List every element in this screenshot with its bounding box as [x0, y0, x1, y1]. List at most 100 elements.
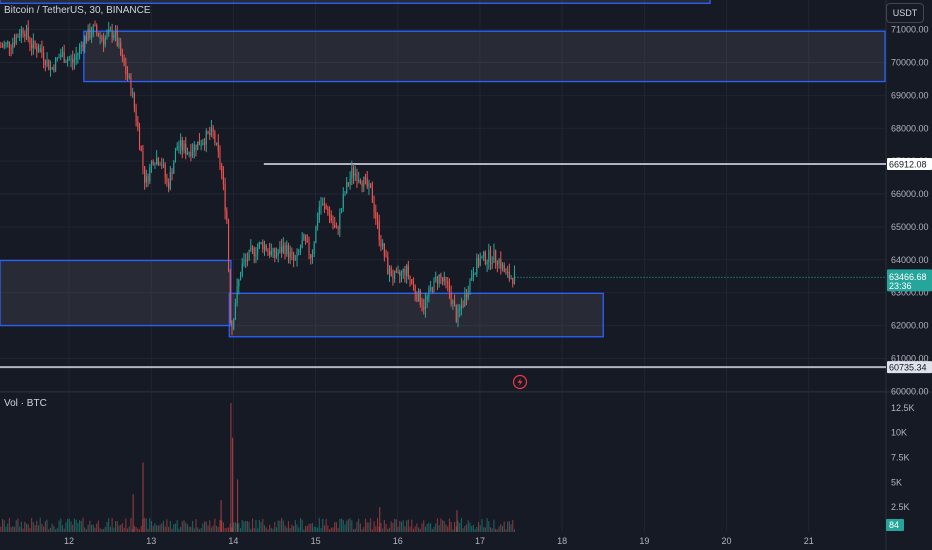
volume-bar [340, 518, 343, 532]
volume-bar [96, 523, 98, 532]
candle [450, 292, 452, 304]
candle [395, 271, 397, 273]
volume-bar [301, 519, 303, 532]
volume-bar [104, 526, 106, 532]
volume-bar [72, 524, 74, 532]
volume-bar [281, 517, 283, 532]
candle [366, 178, 368, 187]
candle [53, 67, 55, 71]
volume-bar [89, 520, 91, 532]
candle [145, 176, 147, 183]
volume-bar [48, 529, 50, 532]
price-tick-label: 60000.00 [891, 386, 929, 396]
symbol-title[interactable]: Bitcoin / TetherUS, 30, BINANCE [4, 5, 151, 16]
volume-bar [1, 519, 4, 532]
volume-bar [483, 527, 485, 532]
candle [445, 276, 447, 282]
candle [219, 151, 221, 166]
volume-bar [253, 527, 255, 532]
volume-tick-label: 7.5K [891, 453, 910, 463]
volume-bar [486, 518, 488, 532]
candle [489, 250, 492, 264]
volume-bar [352, 529, 355, 532]
volume-bar [116, 521, 118, 532]
candle [236, 286, 238, 304]
volume-bar [419, 528, 421, 532]
volume-bar [394, 518, 396, 532]
currency-button[interactable]: USDT [886, 3, 924, 23]
volume-bar [311, 523, 314, 532]
zone-rectangle[interactable] [0, 0, 711, 4]
candle [455, 306, 457, 322]
volume-bar [49, 527, 52, 532]
volume-bar [411, 519, 413, 532]
volume-bar [289, 527, 291, 532]
volume-bar [210, 527, 212, 532]
candle [325, 205, 327, 209]
candle [19, 36, 21, 38]
volume-bar [513, 529, 516, 532]
volume-bar [209, 520, 211, 532]
volume-bar [481, 519, 483, 532]
volume-bar [354, 528, 356, 532]
volume-bar [133, 525, 135, 532]
lightning-icon[interactable] [512, 374, 528, 390]
candle [488, 250, 490, 262]
volume-bar [284, 525, 286, 532]
volume-bar [387, 528, 389, 532]
candle [120, 42, 122, 55]
candle [390, 267, 392, 277]
candle [41, 48, 43, 53]
candle [49, 67, 52, 70]
candle [368, 183, 370, 187]
candle [217, 142, 219, 152]
candle [1, 46, 4, 48]
volume-bar [380, 522, 382, 532]
volume-bar [376, 518, 379, 532]
volume-bar [174, 523, 177, 532]
bar-countdown-label: 23:36 [889, 281, 912, 291]
candle [239, 275, 242, 280]
volume-bar [111, 518, 113, 532]
candle [29, 38, 31, 45]
volume-bar [392, 522, 394, 532]
zone-rectangle[interactable] [228, 292, 604, 338]
candle [243, 260, 245, 264]
candle [447, 281, 449, 284]
candle [58, 57, 60, 59]
candle [291, 251, 293, 254]
zone-rectangle[interactable] [83, 30, 886, 83]
price-tick-label: 64000.00 [891, 255, 929, 265]
candle [373, 202, 375, 213]
candle [407, 265, 409, 277]
volume-bar [364, 518, 367, 532]
time-tick-label: 15 [311, 536, 321, 546]
volume-bar [166, 519, 168, 532]
volume-bar [397, 526, 399, 532]
volume-bar [152, 525, 154, 532]
candle [263, 245, 266, 250]
candle [70, 58, 72, 60]
volume-bar [455, 526, 457, 532]
volume-bar [188, 526, 190, 532]
volume-bar [402, 520, 404, 532]
volume-bar [183, 520, 185, 532]
volume-bar [318, 517, 320, 532]
volume-bar [8, 517, 10, 532]
candle [31, 44, 33, 49]
candle [508, 271, 510, 279]
candle [106, 33, 108, 38]
candle [510, 277, 512, 279]
candle [479, 258, 481, 266]
volume-bar [24, 521, 26, 532]
candle [409, 276, 411, 280]
candle [387, 256, 389, 274]
volume-bar [227, 527, 230, 532]
volume-bar [159, 524, 161, 532]
volume-bar [474, 529, 476, 532]
zone-rectangle[interactable] [0, 259, 232, 327]
volume-bar [416, 523, 418, 532]
candle [471, 277, 473, 280]
volume-bar [507, 521, 509, 532]
